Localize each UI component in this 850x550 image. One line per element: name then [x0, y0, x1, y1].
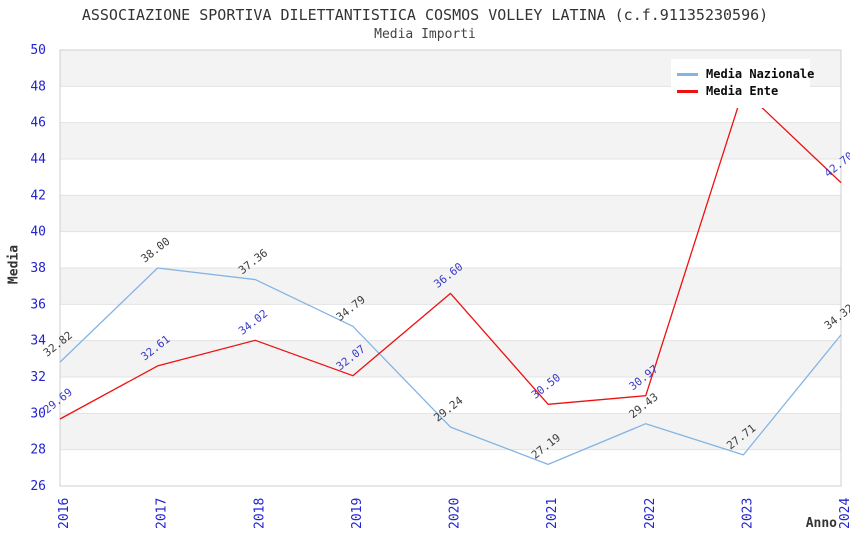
plot-border [59, 49, 842, 487]
legend-label: Media Nazionale [706, 67, 815, 81]
data-label: 38.00 [138, 235, 172, 266]
legend-item-media-ente: Media Ente [677, 84, 802, 99]
x-tick-label: 2024 [838, 498, 850, 529]
data-label: 34.02 [236, 307, 270, 338]
chart-subtitle: Media Importi [374, 27, 476, 42]
shaded-band [60, 413, 841, 450]
legend-line-swatch-blue [677, 73, 698, 76]
y-axis-title: Media [6, 244, 22, 285]
y-tick-label: 28 [30, 443, 46, 458]
legend-item-media-nazionale: Media Nazionale [677, 67, 814, 82]
y-tick-label: 30 [30, 406, 46, 421]
y-tick-label: 44 [30, 152, 46, 167]
y-tick-label: 38 [30, 261, 46, 276]
shaded-band [60, 340, 841, 377]
y-tick-label: 40 [30, 225, 46, 240]
legend-line-swatch-red [677, 90, 698, 93]
y-tick-label: 32 [30, 370, 46, 385]
x-tick-label: 2021 [545, 498, 560, 529]
legend: Media Nazionale Media Ente [671, 59, 814, 108]
series-line-media-ente [59, 89, 842, 420]
series-line-media-nazionale [59, 267, 842, 466]
x-tick-label: 2022 [643, 498, 658, 529]
x-tick-label: 2020 [448, 498, 463, 529]
y-tick-label: 50 [30, 43, 46, 58]
y-tick-label: 26 [30, 479, 46, 494]
x-tick-label: 2019 [350, 498, 365, 529]
y-tick-label: 34 [30, 334, 46, 349]
x-tick-label: 2018 [252, 498, 267, 529]
y-tick-label: 36 [30, 297, 46, 312]
x-tick-label: 2016 [57, 498, 72, 529]
data-label: 34.32 [822, 302, 850, 333]
shaded-band [60, 195, 841, 232]
x-tick-label: 2023 [740, 498, 755, 529]
y-tick-label: 48 [30, 79, 46, 94]
chart-title: ASSOCIAZIONE SPORTIVA DILETTANTISTICA CO… [81, 6, 769, 24]
shaded-band [60, 268, 841, 305]
y-tick-label: 46 [30, 116, 46, 131]
y-tick-label: 42 [30, 188, 46, 203]
shaded-band [60, 122, 841, 159]
x-tick-label: 2017 [155, 498, 170, 529]
legend-label: Media Ente [706, 84, 779, 98]
x-axis-title: Anno [805, 516, 837, 531]
